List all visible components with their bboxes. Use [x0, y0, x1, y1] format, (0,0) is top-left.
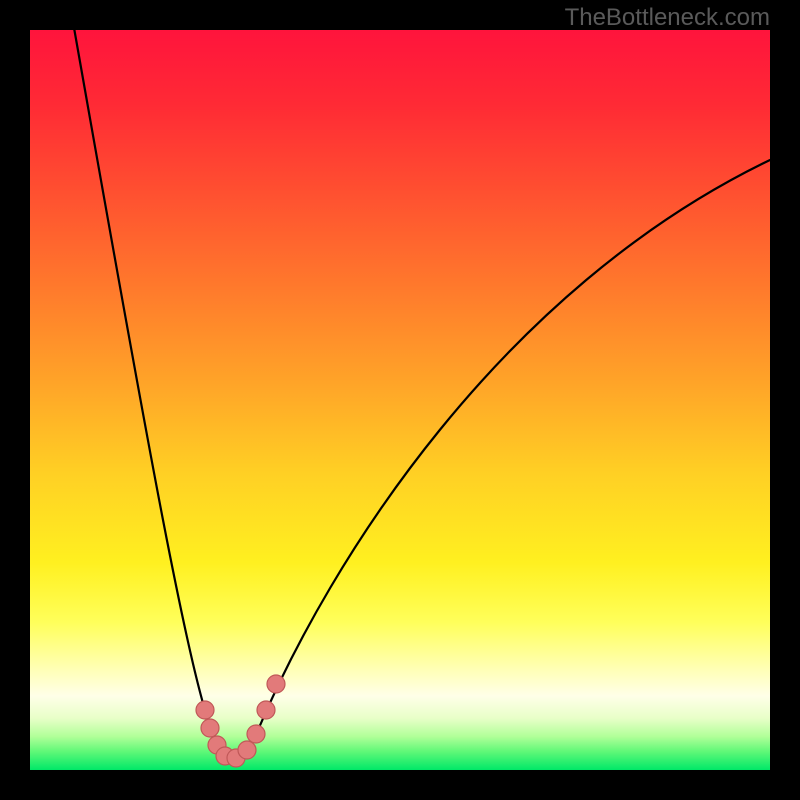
- data-marker: [247, 725, 265, 743]
- data-marker: [196, 701, 214, 719]
- chart-svg: [0, 0, 800, 800]
- data-markers: [196, 675, 285, 767]
- data-marker: [257, 701, 275, 719]
- bottleneck-curve: [70, 5, 770, 758]
- data-marker: [267, 675, 285, 693]
- data-marker: [201, 719, 219, 737]
- v-curve-path: [70, 5, 770, 758]
- data-marker: [238, 741, 256, 759]
- watermark-text: TheBottleneck.com: [565, 4, 770, 32]
